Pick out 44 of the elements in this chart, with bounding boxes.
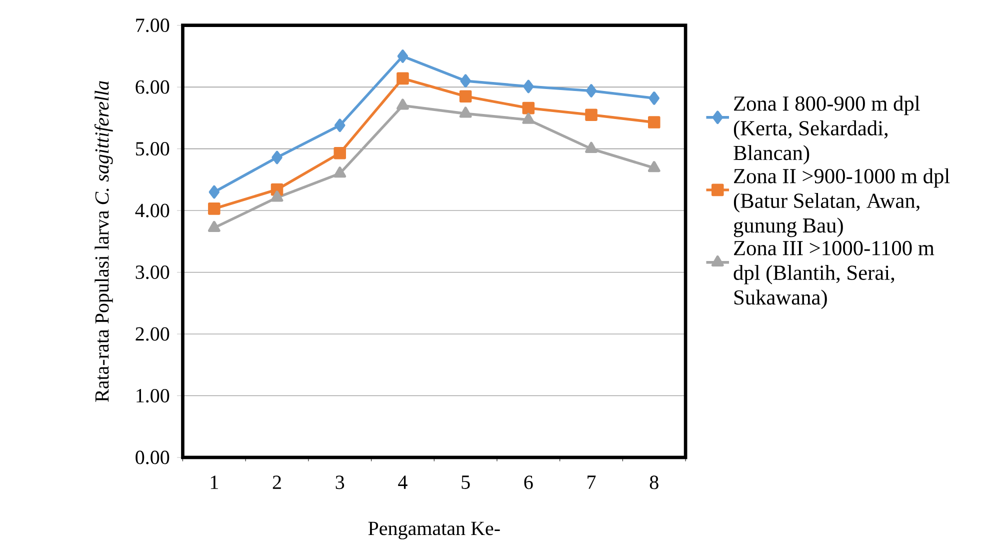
point [334,118,346,132]
point [522,112,535,124]
point [272,150,282,164]
point [208,220,220,232]
point [648,116,660,128]
point [460,74,471,88]
x-tick-label: 4 [398,476,408,489]
point [648,160,660,172]
x-axis-title: Pengamatan Ke- [368,522,500,540]
point [270,190,284,202]
point [396,98,409,110]
point [648,91,660,105]
point [585,108,598,121]
x-tick-label: 3 [336,476,344,490]
point [334,166,346,178]
point [334,146,346,160]
point [523,80,534,94]
y-axis-title: Rata-rata Populasi larva C. sagittiferella [94,81,113,402]
point [459,106,472,118]
point [585,142,598,153]
y-tick-label: 3.00 [136,265,170,279]
y-tick-label: 0.00 [136,450,170,464]
y-tick-label: 4.00 [135,204,170,218]
y-tick-label: 2.00 [136,327,170,341]
x-tick-label: 2 [272,476,281,489]
point [586,84,597,98]
x-tick-label: 6 [524,476,533,490]
x-tick-label: 8 [650,476,658,490]
point [522,102,535,114]
point [208,185,220,199]
y-tick-label: 1.00 [136,388,170,402]
x-tick-label: 1 [210,476,218,489]
point [208,202,220,215]
x-tick-label: 7 [588,476,596,489]
point [397,49,408,63]
x-tick-label: 5 [462,476,470,489]
legend-label: Zona II >900-1000 m dpl (Batur Selatan, Awan, gunung Bau) [734,168,950,237]
point [396,72,409,84]
legend-label: Zona III >1000-1100 m dpl (Blantih, Serai, Sukawana) [734,240,934,309]
y-tick-label: 5.00 [136,142,170,156]
legend-label: Zona I 800-900 m dpl (Kerta, Sekardadi, Blancan) [734,96,920,164]
y-tick-label: 6.00 [136,80,170,94]
point [459,90,472,102]
y-tick-label: 7.00 [136,18,170,32]
